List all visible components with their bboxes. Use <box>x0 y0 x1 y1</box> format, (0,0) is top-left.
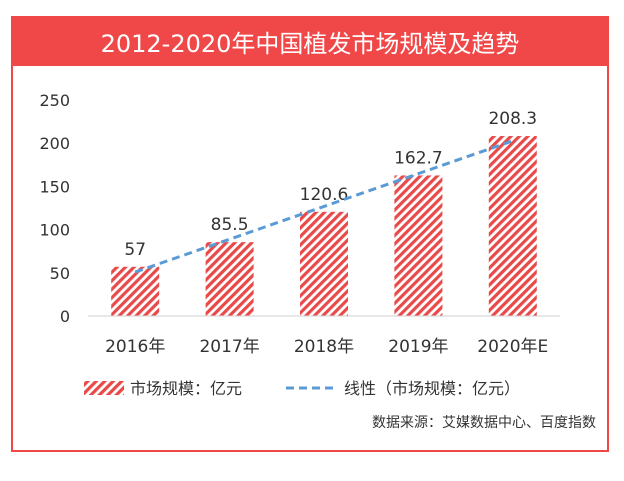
x-tick-label: 2016年 <box>105 337 165 357</box>
legend-swatch-bar <box>84 381 124 395</box>
y-tick-label: 100 <box>39 221 70 240</box>
y-tick-label: 200 <box>39 134 70 153</box>
x-tick-label: 2018年 <box>294 337 354 357</box>
bar <box>300 211 348 316</box>
y-tick-label: 50 <box>50 264 70 283</box>
x-tick-label: 2020年E <box>477 337 548 357</box>
data-label: 57 <box>124 240 146 260</box>
bar <box>394 175 443 316</box>
y-tick-label: 0 <box>60 307 70 326</box>
source-note: 数据来源：艾媒数据中心、百度指数 <box>372 415 596 431</box>
data-label: 162.7 <box>394 148 443 168</box>
x-tick-label: 2019年 <box>388 337 448 357</box>
data-label: 208.3 <box>488 109 537 129</box>
chart-title: 2012-2020年中国植发市场规模及趋势 <box>100 29 520 58</box>
legend-label-trend: 线性（市场规模：亿元） <box>344 379 520 398</box>
chart-title-bar: 2012-2020年中国植发市场规模及趋势 <box>11 16 609 66</box>
y-tick-label: 150 <box>39 177 70 196</box>
legend-label-bar: 市场规模：亿元 <box>130 379 242 398</box>
data-label: 85.5 <box>211 215 249 235</box>
data-label: 120.6 <box>300 185 349 205</box>
bar <box>205 242 254 316</box>
bar <box>488 136 537 316</box>
bar <box>111 266 160 316</box>
y-tick-label: 250 <box>39 91 70 110</box>
x-tick-label: 2017年 <box>199 337 259 357</box>
trend-line <box>134 139 514 274</box>
